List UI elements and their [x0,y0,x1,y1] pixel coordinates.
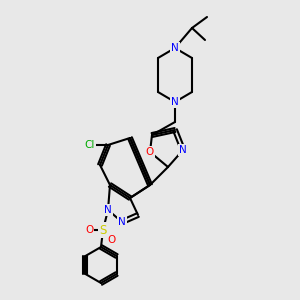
Text: O: O [85,225,93,235]
Text: O: O [146,147,154,157]
Text: N: N [171,97,179,107]
Text: N: N [104,205,112,215]
Text: O: O [107,235,115,245]
Text: Cl: Cl [85,140,95,150]
Text: N: N [179,145,187,155]
Text: N: N [118,217,126,227]
Text: N: N [171,43,179,53]
Text: S: S [99,224,107,236]
